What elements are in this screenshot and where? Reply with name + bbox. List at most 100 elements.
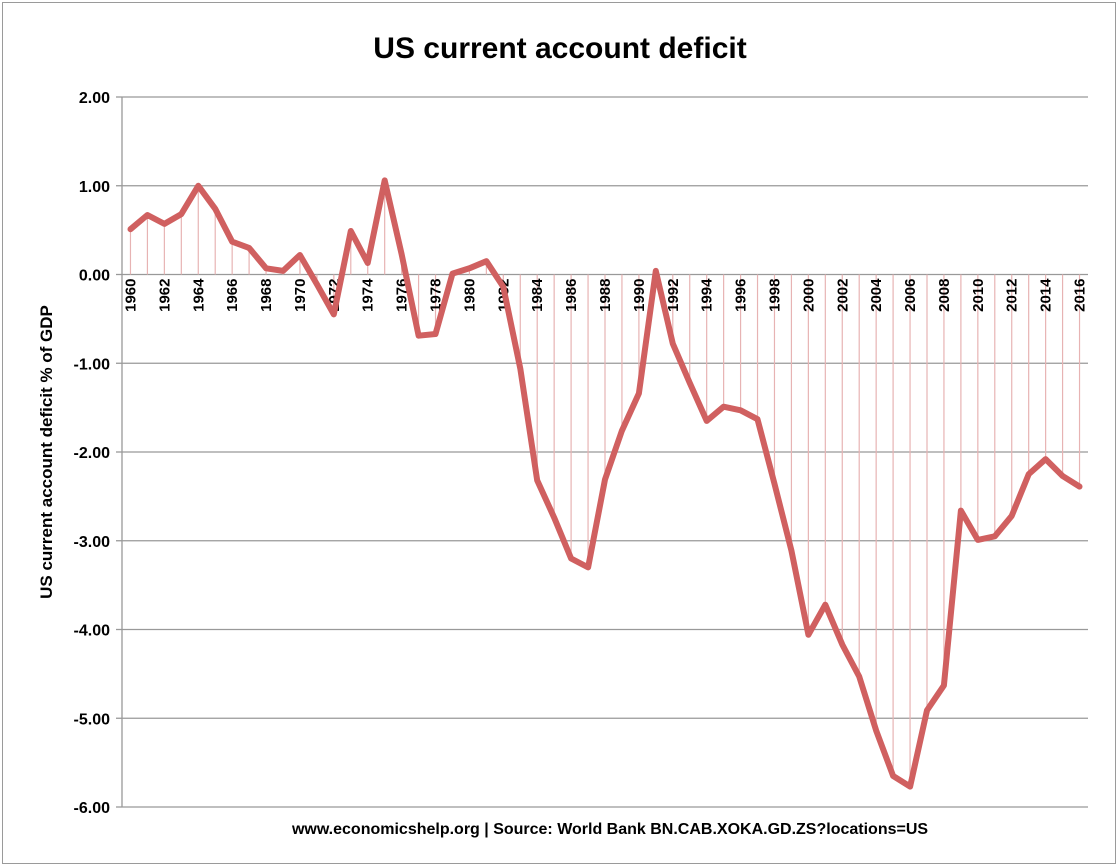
x-tick-label: 1962 (156, 279, 173, 312)
data-point (636, 391, 641, 396)
data-point (1009, 513, 1014, 518)
data-point (823, 602, 828, 607)
y-tick-label: -1.00 (74, 356, 111, 373)
x-tick-label: 2008 (936, 279, 953, 312)
chart-title: US current account deficit (373, 32, 746, 65)
data-point (501, 284, 506, 289)
data-point (721, 404, 726, 409)
y-tick-label: -5.00 (74, 711, 111, 728)
series-layer (127, 177, 1083, 790)
x-tick-label: 2016 (1072, 279, 1089, 312)
data-point (687, 380, 692, 385)
data-point (552, 515, 557, 520)
data-point (603, 477, 607, 482)
data-point (399, 252, 404, 257)
data-point (365, 260, 370, 265)
data-point (281, 268, 285, 273)
drop-lines (129, 180, 1081, 787)
data-point (433, 331, 438, 336)
data-point (382, 178, 387, 183)
x-tick-label: 1964 (190, 278, 207, 312)
data-point (806, 632, 811, 637)
data-point (975, 537, 980, 542)
data-point (789, 548, 794, 553)
y-tick-label: -3.00 (74, 534, 111, 551)
x-tick-label: 1978 (428, 279, 445, 312)
source-note: www.economicshelp.org | Source: World Ba… (291, 821, 928, 838)
series-line (127, 177, 1083, 790)
data-point (467, 266, 472, 271)
x-tick-label: 1996 (733, 279, 750, 312)
data-point (297, 252, 302, 257)
data-point (755, 417, 760, 422)
x-tick-label: 1970 (292, 279, 309, 312)
data-point (213, 206, 218, 211)
data-point (670, 341, 675, 346)
data-point (586, 565, 591, 570)
data-point (264, 266, 269, 271)
x-tick-label: 1984 (529, 278, 546, 312)
y-tick-label: -2.00 (74, 445, 111, 462)
data-point (162, 221, 167, 226)
x-tick-label: 1966 (224, 279, 241, 312)
data-point (416, 333, 421, 338)
data-point (1060, 473, 1065, 478)
data-point (450, 271, 455, 276)
data-point (857, 674, 862, 679)
data-point (925, 708, 929, 713)
data-point (484, 259, 489, 264)
data-point (314, 282, 319, 287)
x-tick-label: 2004 (868, 278, 885, 312)
data-point (348, 229, 353, 234)
data-point (704, 418, 709, 423)
data-point (230, 239, 235, 244)
data-point (908, 784, 913, 789)
y-tick-label: 1.00 (79, 179, 110, 196)
data-point (128, 227, 133, 232)
data-point (958, 508, 963, 513)
y-axis-label: US current account deficit % of GDP (37, 305, 56, 599)
x-tick-label: 2012 (1004, 279, 1021, 312)
x-tick-label: 2010 (970, 279, 987, 312)
x-tick-label: 1988 (597, 279, 614, 312)
x-tick-label: 1990 (631, 279, 648, 312)
data-point (331, 312, 336, 317)
y-tick-label: 2.00 (79, 90, 110, 107)
data-point (535, 478, 540, 483)
data-point (738, 408, 743, 413)
x-tick-label: 1992 (665, 279, 682, 312)
data-point (518, 366, 523, 371)
y-tick-label: -4.00 (74, 623, 111, 640)
y-tick-label: 0.00 (79, 268, 110, 285)
x-tick-label: 2006 (902, 279, 919, 312)
data-point (179, 212, 184, 217)
data-point (874, 728, 879, 733)
y-tick-label: -6.00 (74, 800, 111, 817)
x-tick-label: 2002 (834, 279, 851, 312)
data-point (653, 268, 658, 273)
x-tick-label: 1968 (258, 279, 275, 312)
data-point (619, 428, 624, 433)
data-point (891, 773, 896, 778)
data-point (941, 683, 946, 688)
x-tick-label: 1994 (699, 278, 716, 312)
y-axis-ticks: 2.00 1.00 0.00 -1.00 -2.00 -3.00 -4.00 -5.00 -6.… (74, 90, 111, 817)
data-point (992, 534, 997, 539)
data-point (1077, 484, 1082, 489)
x-tick-label: 1980 (461, 279, 478, 312)
gridlines (116, 96, 1088, 808)
x-tick-label: 2000 (800, 279, 817, 312)
data-point (840, 642, 845, 647)
data-point (1026, 472, 1031, 477)
data-point (772, 481, 777, 486)
data-point (145, 213, 150, 218)
data-points (128, 178, 1082, 789)
data-point (196, 183, 201, 188)
x-tick-label: 1960 (122, 279, 139, 312)
data-point (569, 556, 574, 561)
x-axis-ticks: 1960 1962 1964 1966 1968 1970 1972 1974 1976 1978… (122, 278, 1088, 312)
data-point (247, 245, 252, 250)
data-point (1043, 457, 1048, 462)
